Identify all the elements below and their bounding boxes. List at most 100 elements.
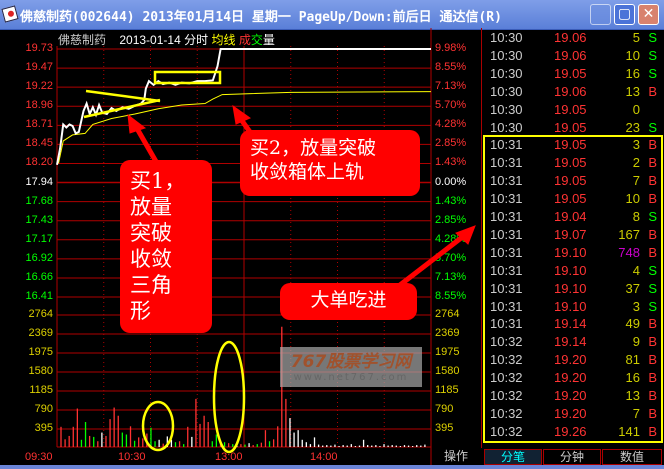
- tick-side: B: [648, 370, 657, 386]
- price-label: 18.20: [25, 156, 53, 169]
- tick-row: 10:31 19.05 10 B: [484, 190, 662, 209]
- volume-label: 1580: [28, 365, 53, 377]
- tick-row: 10:32 19.20 13 B: [484, 387, 662, 406]
- tick-row: 10:31 19.07 167 B: [484, 226, 662, 245]
- tab-values[interactable]: 数值: [602, 449, 662, 465]
- chart-date: 2013-01-14: [119, 33, 181, 47]
- tick-time: 10:32: [490, 405, 523, 421]
- watermark-url: www.net767.com: [293, 372, 409, 383]
- tick-time: 10:30: [490, 65, 523, 81]
- tick-side: B: [648, 405, 657, 421]
- tick-side: B: [648, 244, 657, 260]
- tick-row: 10:30 19.05 0: [484, 101, 662, 120]
- tick-price: 19.05: [554, 173, 587, 189]
- ticks-highlight: [483, 135, 663, 443]
- tick-price: 19.20: [554, 352, 587, 368]
- volume-label: 790: [34, 403, 53, 415]
- tick-time: 10:31: [490, 280, 523, 296]
- tick-row: 10:32 19.14 9 B: [484, 333, 662, 352]
- tick-time: 10:31: [490, 155, 523, 171]
- percent-label: 2.85%: [435, 213, 467, 226]
- percent-label: 5.70%: [435, 99, 467, 112]
- tick-volume: 7: [632, 173, 640, 189]
- annotation-line: 三角: [130, 273, 172, 297]
- tick-side: B: [648, 226, 657, 242]
- tick-price: 19.14: [554, 334, 587, 350]
- volume-label: 1185: [29, 384, 53, 396]
- tick-volume: 141: [618, 423, 640, 439]
- percent-label: 2.85%: [435, 137, 467, 150]
- chart-header: 佛慈制药 2013-01-14 分时 均线 成交量: [58, 31, 275, 48]
- tick-row: 10:31 19.10 748 B: [484, 244, 662, 263]
- tick-time: 10:31: [490, 316, 523, 332]
- tick-price: 19.05: [554, 137, 587, 153]
- tick-time: 10:31: [490, 262, 523, 278]
- volume-label: 1580: [435, 365, 460, 377]
- tick-volume: 167: [618, 226, 640, 242]
- tick-volume: 16: [625, 370, 640, 386]
- price-label: 17.94: [25, 175, 53, 188]
- stock-name: 佛慈制药: [58, 33, 107, 47]
- tab-minute[interactable]: 分钟: [543, 449, 601, 465]
- volume-label: 1975: [435, 346, 460, 358]
- tick-row: 10:30 19.05 16 S: [484, 65, 662, 84]
- tab-operations[interactable]: 操作: [443, 449, 468, 463]
- vol-legend-1: 成: [238, 33, 251, 47]
- tick-time: 10:31: [490, 244, 523, 260]
- tick-row: 10:31 19.10 37 S: [484, 280, 662, 299]
- tick-price: 19.06: [554, 30, 587, 45]
- close-button[interactable]: ✕: [638, 4, 659, 25]
- percent-label: 5.70%: [435, 251, 467, 264]
- tick-row: 10:30 19.06 10 S: [484, 47, 662, 66]
- volume-label: 1185: [435, 384, 459, 396]
- tick-time: 10:31: [490, 298, 523, 314]
- tick-time: 10:30: [490, 83, 523, 99]
- tick-volume: 2: [632, 155, 640, 171]
- minimize-button[interactable]: [590, 4, 611, 25]
- tick-volume: 3: [632, 298, 640, 314]
- tick-row: 10:32 19.20 16 B: [484, 369, 662, 388]
- tick-side: B: [648, 191, 657, 207]
- tick-price: 19.26: [554, 423, 587, 439]
- tick-side: S: [648, 119, 657, 135]
- annotation-buy2: 买2，放量突破 收敛箱体上轨: [240, 130, 420, 196]
- percent-label: 8.55%: [435, 61, 467, 74]
- tick-volume: 13: [625, 388, 640, 403]
- tick-price: 19.07: [554, 226, 587, 242]
- tick-volume: 23: [625, 119, 640, 135]
- tick-side: B: [648, 423, 657, 439]
- tick-row: 10:30 19.05 23 S: [484, 119, 662, 138]
- tick-price: 19.10: [554, 244, 587, 260]
- ticks-panel[interactable]: [481, 28, 664, 448]
- volume-label: 2764: [435, 308, 460, 320]
- price-label: 17.43: [25, 213, 53, 226]
- annotation-line: 买2，放量突破: [250, 137, 377, 159]
- tick-side: S: [648, 209, 657, 224]
- volume-label: 2764: [28, 308, 53, 320]
- tick-time: 10:30: [490, 30, 523, 45]
- tick-side: S: [648, 280, 657, 296]
- tab-ticks[interactable]: 分笔: [484, 449, 542, 465]
- price-label: 16.92: [25, 251, 53, 264]
- price-label: 19.22: [25, 80, 53, 93]
- tick-side: B: [648, 316, 657, 332]
- tick-time: 10:32: [490, 352, 523, 368]
- maximize-button[interactable]: ▢: [614, 4, 635, 25]
- annotation-line: 收敛: [130, 247, 172, 271]
- tick-time: 10:30: [490, 47, 523, 63]
- tick-row: 10:31 19.05 3 B: [484, 136, 662, 155]
- tick-side: S: [648, 262, 657, 278]
- annotation-line: 放量: [130, 195, 172, 219]
- tick-volume: 13: [625, 83, 640, 99]
- tick-row: 10:32 19.20 7 B: [484, 405, 662, 424]
- percent-label: 8.55%: [435, 290, 467, 303]
- annotation-big-order: 大单吃进: [280, 283, 417, 320]
- tick-row: 10:31 19.10 4 S: [484, 262, 662, 281]
- title-bar: 佛慈制药(002644) 2013年01月14日 星期一 PageUp/Down…: [0, 0, 664, 30]
- tick-price: 19.06: [554, 83, 587, 99]
- percent-label: 7.13%: [435, 270, 467, 283]
- tick-row: 10:30 19.06 13 B: [484, 83, 662, 102]
- tick-time: 10:31: [490, 209, 523, 224]
- price-label: 19.73: [25, 42, 53, 54]
- percent-label: 1.43%: [435, 156, 467, 169]
